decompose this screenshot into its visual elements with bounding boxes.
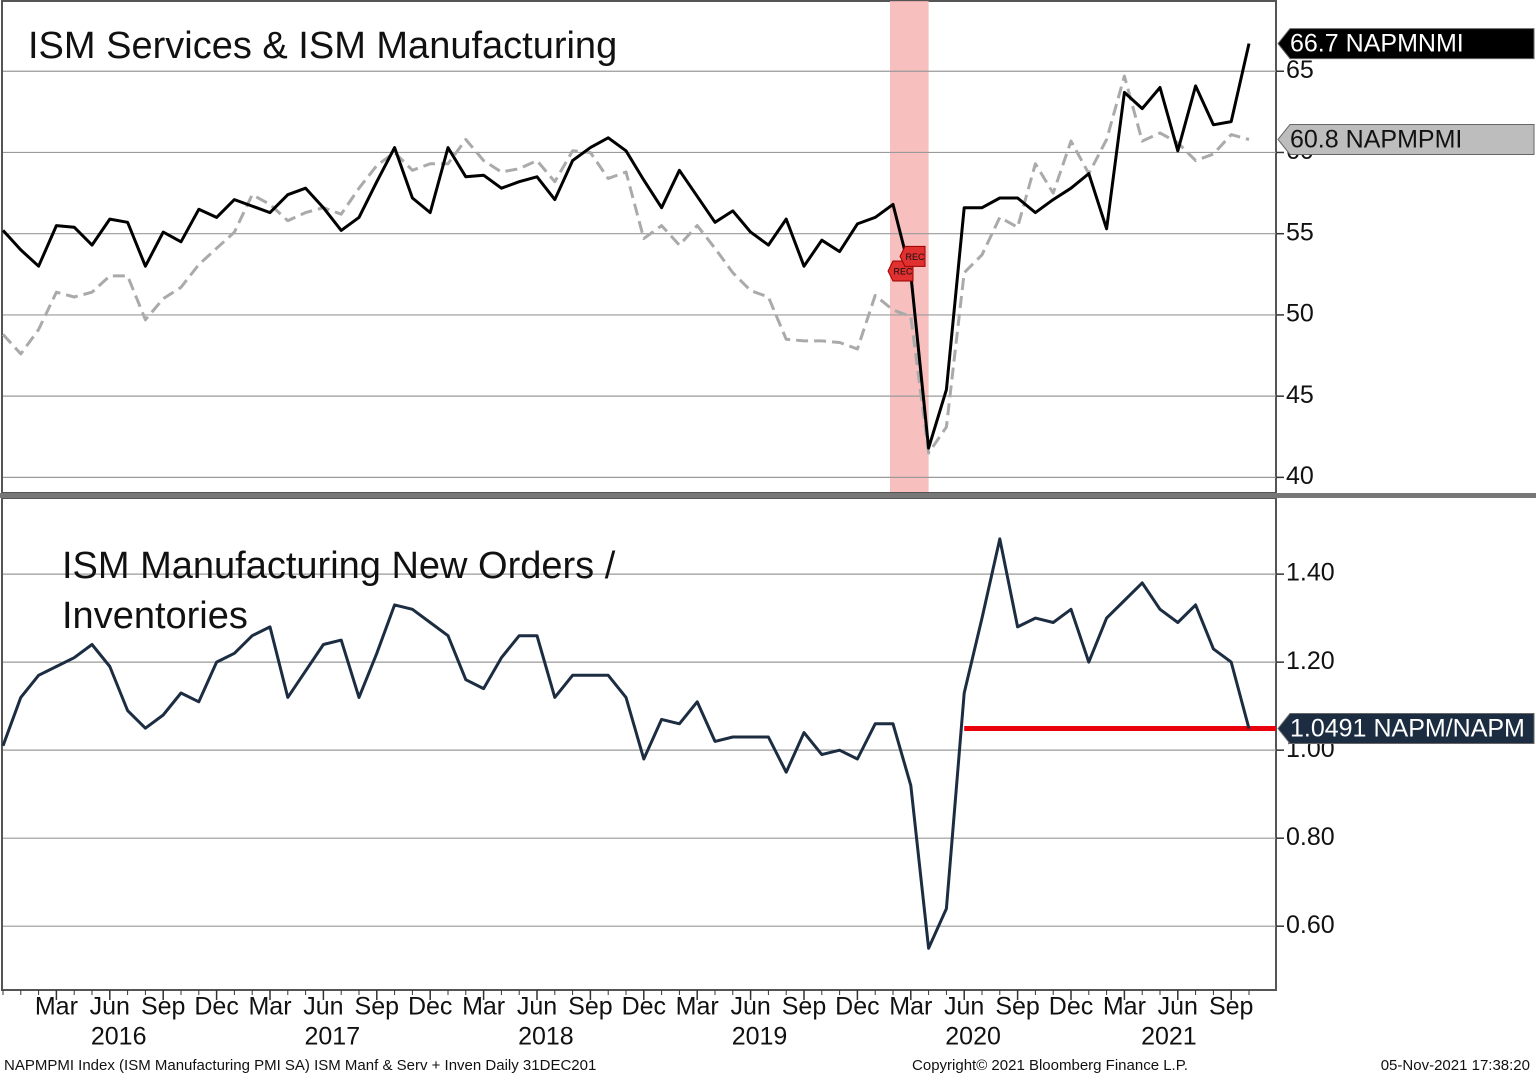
x-tick-label: Sep — [782, 993, 826, 1021]
value-tag — [1277, 713, 1535, 745]
y-tick-label: 40 — [1286, 462, 1314, 490]
footer-center: Copyright© 2021 Bloomberg Finance L.P. — [912, 1057, 1188, 1074]
x-tick-label: Mar — [462, 993, 505, 1021]
value-tag-name: NAPMPMI — [1346, 125, 1463, 153]
recession-flag — [899, 245, 926, 267]
x-tick-label: Mar — [889, 993, 932, 1021]
value-tag-label: 66.7 NAPMNMI — [1290, 29, 1464, 57]
value-tag-label: 60.8 NAPMPMI — [1290, 125, 1462, 153]
y-tick-label: 0.80 — [1286, 823, 1335, 851]
value-tag-number: 66.7 — [1290, 29, 1339, 57]
value-tag-name: NAPMNMI — [1346, 29, 1464, 57]
series-line — [1, 74, 1250, 455]
x-tick-label: Mar — [248, 993, 291, 1021]
x-tick-label: Dec — [408, 993, 452, 1021]
x-year-label: 2018 — [518, 1023, 574, 1051]
y-tick-label: 45 — [1286, 381, 1314, 409]
panel-title: ISM Manufacturing New Orders / — [62, 545, 616, 587]
x-tick-label: Sep — [1209, 993, 1253, 1021]
x-year-label: 2020 — [945, 1023, 1001, 1051]
y-tick-label: 55 — [1286, 218, 1314, 246]
value-tag-name: NAPM/NAPM — [1373, 714, 1524, 742]
x-year-label: 2017 — [304, 1023, 360, 1051]
x-tick-label: Dec — [835, 993, 879, 1021]
y-tick-label: 65 — [1286, 56, 1314, 84]
recession-label: REC — [893, 266, 913, 276]
footer-right: 05-Nov-2021 17:38:20 — [1381, 1057, 1530, 1074]
x-tick-label: Jun — [1158, 993, 1198, 1021]
x-tick-label: Dec — [622, 993, 666, 1021]
footer-left: NAPMPMI Index (ISM Manufacturing PMI SA)… — [4, 1057, 596, 1074]
x-year-label: 2016 — [91, 1023, 147, 1051]
x-tick-label: Jun — [90, 993, 130, 1021]
y-tick-label: 50 — [1286, 300, 1314, 328]
x-year-label: 2019 — [732, 1023, 788, 1051]
value-tag-label: 1.0491 NAPM/NAPM — [1290, 714, 1525, 742]
series-line — [1, 43, 1251, 450]
x-tick-label: Sep — [141, 993, 185, 1021]
x-tick-label: Dec — [1049, 993, 1093, 1021]
panel-title: Inventories — [62, 595, 248, 637]
value-tag — [1277, 28, 1535, 60]
x-year-label: 2021 — [1141, 1023, 1197, 1051]
x-tick-label: Mar — [1103, 993, 1146, 1021]
x-tick-label: Mar — [676, 993, 719, 1021]
value-tag — [1277, 123, 1535, 155]
x-tick-label: Jun — [517, 993, 557, 1021]
panel-title: ISM Services & ISM Manufacturing — [28, 25, 617, 67]
recession-label: REC — [905, 252, 925, 262]
x-tick-label: Jun — [730, 993, 770, 1021]
x-tick-label: Sep — [355, 993, 399, 1021]
value-tag-number: 1.0491 — [1290, 714, 1366, 742]
x-tick-label: Dec — [194, 993, 238, 1021]
y-tick-label: 0.60 — [1286, 911, 1335, 939]
x-tick-label: Sep — [995, 993, 1039, 1021]
series-line — [1, 537, 1251, 950]
x-tick-label: Mar — [35, 993, 78, 1021]
y-tick-label: 1.40 — [1286, 559, 1335, 587]
value-tag-number: 60.8 — [1290, 125, 1339, 153]
x-tick-label: Jun — [944, 993, 984, 1021]
y-tick-label: 1.20 — [1286, 647, 1335, 675]
x-tick-label: Sep — [568, 993, 612, 1021]
x-tick-label: Jun — [303, 993, 343, 1021]
